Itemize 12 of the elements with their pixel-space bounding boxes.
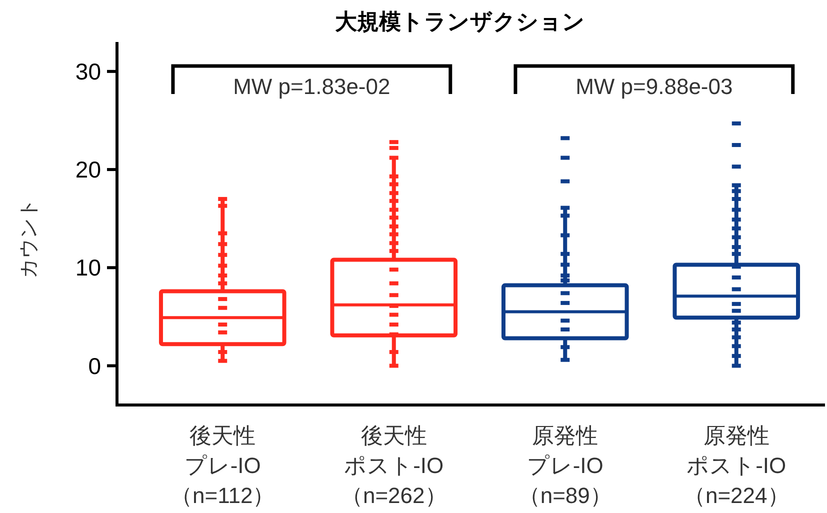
y-tick-label: 30	[75, 58, 101, 84]
x-tick-label: 後天性プレ-IO（n=112）	[170, 423, 275, 508]
annotation: MW p=9.88e-03	[576, 74, 733, 99]
y-tick-label: 10	[75, 254, 101, 281]
y-tick-label: 20	[75, 156, 101, 183]
x-tick-label: 後天性ポスト-IO（n=262）	[340, 423, 447, 508]
y-axis-title: カウント	[18, 198, 40, 278]
y-tick-label: 0	[88, 352, 101, 379]
annotation: MW p=1.83e-02	[233, 74, 390, 99]
chart-title: 大規模トランザクション	[335, 9, 585, 34]
x-tick-label: 原発性プレ-IO（n=89）	[518, 423, 612, 508]
x-tick-label: 原発性ポスト-IO（n=224）	[683, 423, 790, 508]
